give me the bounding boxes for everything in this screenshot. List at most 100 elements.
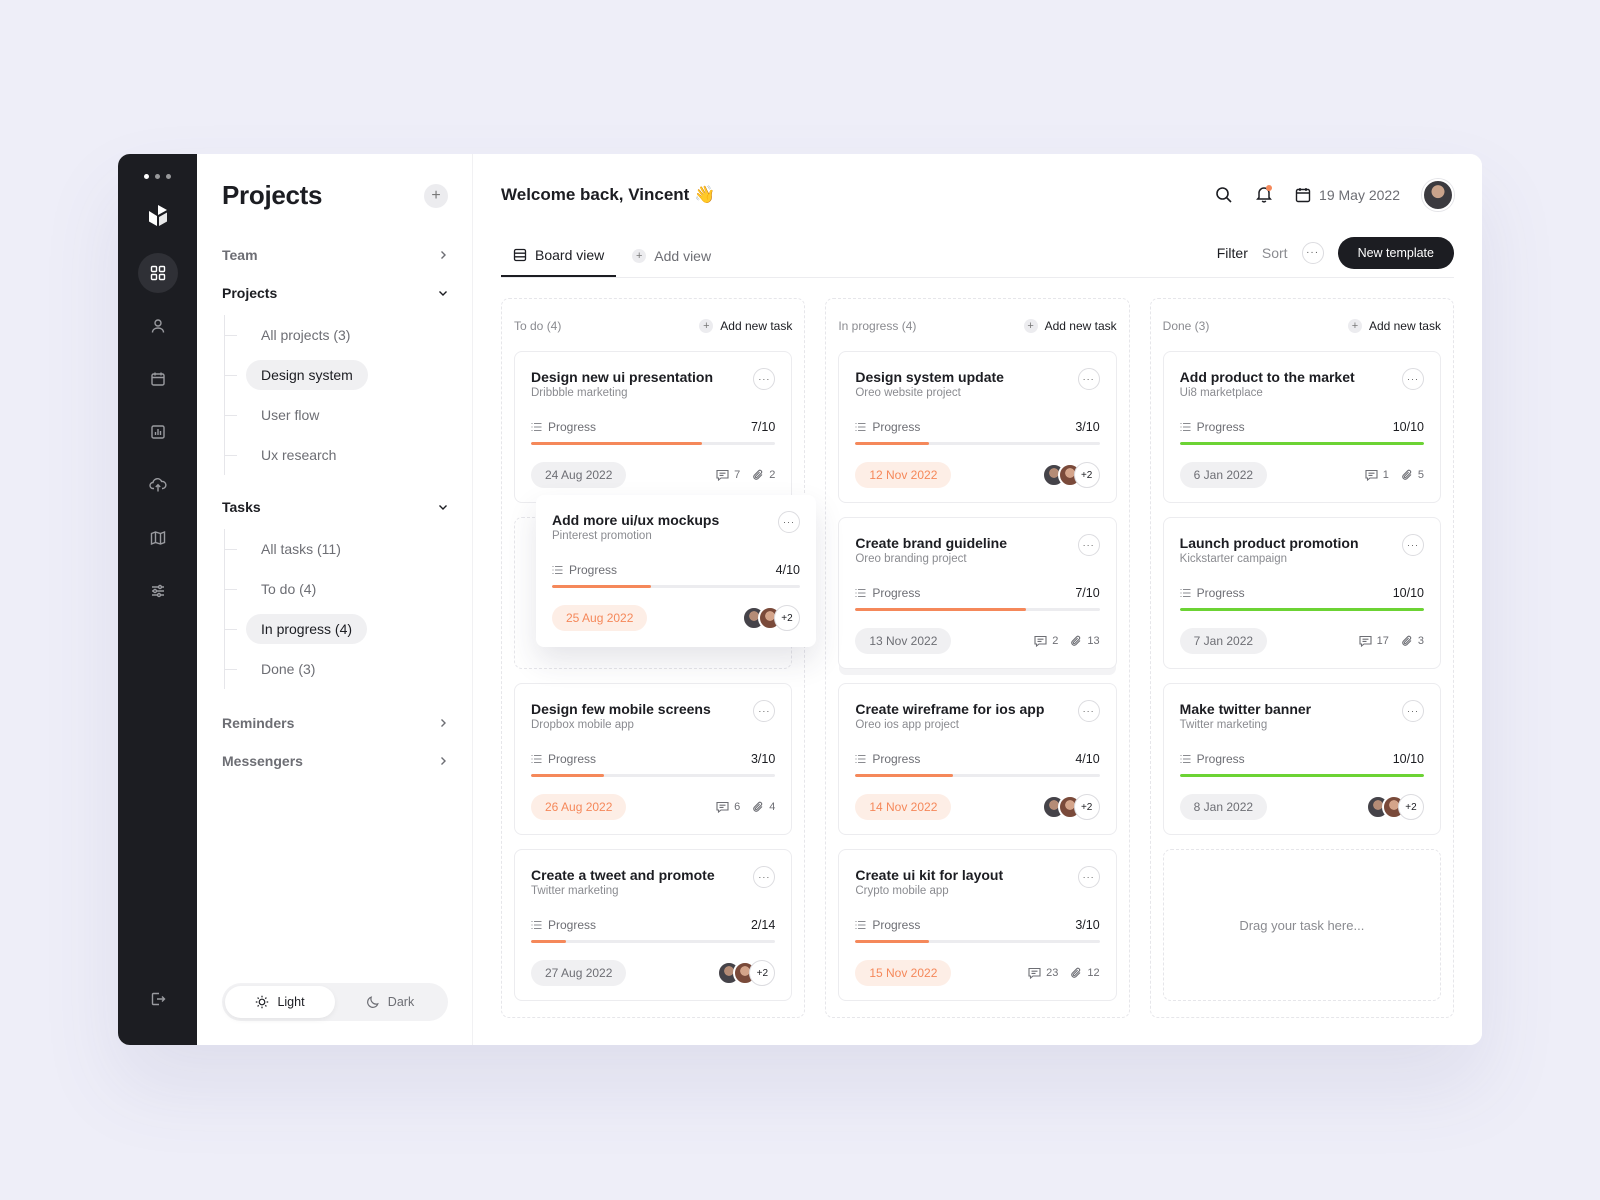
dragging-task-card[interactable]: Add more ui/ux mockups Pinterest promotio… xyxy=(536,495,816,647)
sidebar-item-done[interactable]: Done (3) xyxy=(225,649,448,689)
sidebar-section-reminders[interactable]: Reminders xyxy=(222,711,448,735)
theme-dark-button[interactable]: Dark xyxy=(335,986,445,1018)
projects-list: All projects (3) Design system User flow… xyxy=(224,315,448,475)
add-new-task-button[interactable]: + Add new task xyxy=(699,319,792,333)
attachments-count[interactable]: 5 xyxy=(1401,469,1424,481)
search-icon[interactable] xyxy=(1215,186,1233,204)
sidebar-item-in-progress[interactable]: In progress (4) xyxy=(225,609,448,649)
member-avatars[interactable]: +2 xyxy=(742,605,800,631)
card-more-button[interactable]: ··· xyxy=(1077,866,1100,888)
plus-icon: + xyxy=(431,186,441,204)
progress-bar xyxy=(1179,608,1424,611)
add-new-task-button[interactable]: + Add new task xyxy=(1023,319,1117,333)
filter-button[interactable]: Filter xyxy=(1216,244,1248,261)
card-meta: 2 13 xyxy=(1034,635,1100,647)
sidebar-section-messengers[interactable]: Messengers xyxy=(222,749,448,773)
member-avatars[interactable]: +2 xyxy=(717,960,776,986)
attachment-icon xyxy=(1402,469,1412,480)
attachment-icon xyxy=(1071,635,1081,646)
card-more-button[interactable]: ··· xyxy=(1401,700,1424,722)
member-avatars[interactable]: +2 xyxy=(1041,462,1100,488)
task-card[interactable]: Create wireframe for ios app Oreo ios app… xyxy=(838,683,1117,835)
attachment-icon xyxy=(753,469,763,480)
comments-count[interactable]: 1 xyxy=(1365,469,1389,481)
task-card[interactable]: Create ui kit for layout Crypto mobile ap… xyxy=(838,849,1117,1001)
notifications-button[interactable] xyxy=(1255,184,1273,206)
card-more-button[interactable]: ··· xyxy=(1077,368,1100,390)
comments-count[interactable]: 23 xyxy=(1028,967,1058,979)
card-more-button[interactable]: ··· xyxy=(753,368,776,390)
sidebar-item-user-flow[interactable]: User flow xyxy=(225,395,448,435)
list-icon xyxy=(1180,588,1191,598)
task-card[interactable]: Design new ui presentation Dribbble marke… xyxy=(514,351,793,503)
card-meta: 17 3 xyxy=(1359,635,1424,647)
comments-count[interactable]: 2 xyxy=(1034,635,1058,647)
tab-board-view[interactable]: Board view xyxy=(501,234,617,277)
comments-count[interactable]: 6 xyxy=(716,801,740,813)
sidebar-item-all-projects[interactable]: All projects (3) xyxy=(225,315,448,355)
task-card[interactable]: Design few mobile screens Dropbox mobile … xyxy=(514,683,793,835)
sidebar-item-todo[interactable]: To do (4) xyxy=(225,569,448,609)
card-more-button[interactable]: ··· xyxy=(1077,700,1100,722)
card-more-button[interactable]: ··· xyxy=(778,511,800,533)
calendar-icon xyxy=(150,372,165,386)
task-card[interactable]: Create a tweet and promote Twitter market… xyxy=(514,849,793,1001)
comments-count[interactable]: 17 xyxy=(1359,635,1389,647)
rail-user-button[interactable] xyxy=(138,306,178,346)
rail-grid-button[interactable] xyxy=(137,253,178,293)
welcome-heading: Welcome back, Vincent 👋 xyxy=(501,185,715,205)
more-options-button[interactable]: ··· xyxy=(1301,241,1324,264)
add-project-button[interactable]: + xyxy=(424,183,448,208)
attachments-value: 5 xyxy=(1417,469,1424,481)
logout-button[interactable] xyxy=(138,979,178,1019)
task-card[interactable]: Make twitter banner Twitter marketing ··· P… xyxy=(1162,683,1441,835)
attachments-count[interactable]: 13 xyxy=(1070,635,1100,647)
task-card[interactable]: Add product to the market Ui8 marketplace… xyxy=(1162,351,1441,503)
sidebar-section-tasks[interactable]: Tasks xyxy=(222,495,448,519)
comments-value: 2 xyxy=(1052,635,1059,647)
task-card[interactable]: Create brand guideline Oreo branding proj… xyxy=(838,517,1117,669)
progress-fill xyxy=(1179,774,1424,777)
sidebar-item-design-system[interactable]: Design system xyxy=(225,355,448,395)
task-title: Create ui kit for layout xyxy=(855,867,1004,883)
sidebar-section-team[interactable]: Team xyxy=(222,243,448,267)
tab-add-view[interactable]: + Add view xyxy=(620,234,723,277)
card-more-button[interactable]: ··· xyxy=(753,866,776,888)
drop-zone[interactable]: Drag your task here... xyxy=(1162,849,1441,1001)
attachments-count[interactable]: 12 xyxy=(1070,967,1100,979)
new-template-button[interactable]: New template xyxy=(1337,236,1454,269)
rail-upload-button[interactable] xyxy=(138,465,178,505)
theme-light-button[interactable]: Light xyxy=(225,986,335,1018)
rail-map-button[interactable] xyxy=(138,518,178,558)
card-more-button[interactable]: ··· xyxy=(1401,534,1424,556)
add-new-task-button[interactable]: + Add new task xyxy=(1347,319,1441,333)
date-display[interactable]: 19 May 2022 xyxy=(1295,187,1400,203)
item-label: To do (4) xyxy=(261,581,317,597)
progress-fill xyxy=(531,442,703,445)
rail-settings-button[interactable] xyxy=(138,571,178,611)
user-avatar[interactable] xyxy=(1422,179,1454,211)
rail-calendar-button[interactable] xyxy=(138,359,178,399)
sidebar-section-projects[interactable]: Projects xyxy=(222,281,448,305)
sidebar-item-ux-research[interactable]: Ux research xyxy=(225,435,448,475)
progress-label: Progress xyxy=(1180,752,1245,766)
sort-button[interactable]: Sort xyxy=(1261,244,1288,261)
member-avatars[interactable]: +2 xyxy=(1041,794,1100,820)
attachments-count[interactable]: 4 xyxy=(752,801,775,813)
attachments-count[interactable]: 3 xyxy=(1401,635,1424,647)
progress-bar xyxy=(531,442,776,445)
comments-count[interactable]: 7 xyxy=(716,469,740,481)
task-card[interactable]: Design system update Oreo website project… xyxy=(838,351,1117,503)
card-more-button[interactable]: ··· xyxy=(1401,368,1424,390)
comments-value: 23 xyxy=(1046,967,1059,979)
member-avatars[interactable]: +2 xyxy=(1365,794,1424,820)
card-more-button[interactable]: ··· xyxy=(1077,534,1100,556)
progress-bar xyxy=(855,608,1100,611)
card-more-button[interactable]: ··· xyxy=(753,700,776,722)
attachments-count[interactable]: 2 xyxy=(752,469,775,481)
task-card[interactable]: Launch product promotion Kickstarter camp… xyxy=(1162,517,1441,669)
sidebar-item-all-tasks[interactable]: All tasks (11) xyxy=(225,529,448,569)
rail-chart-button[interactable] xyxy=(138,412,178,452)
task-project: Dribbble marketing xyxy=(531,387,628,399)
column-title: To do (4) xyxy=(514,319,562,333)
